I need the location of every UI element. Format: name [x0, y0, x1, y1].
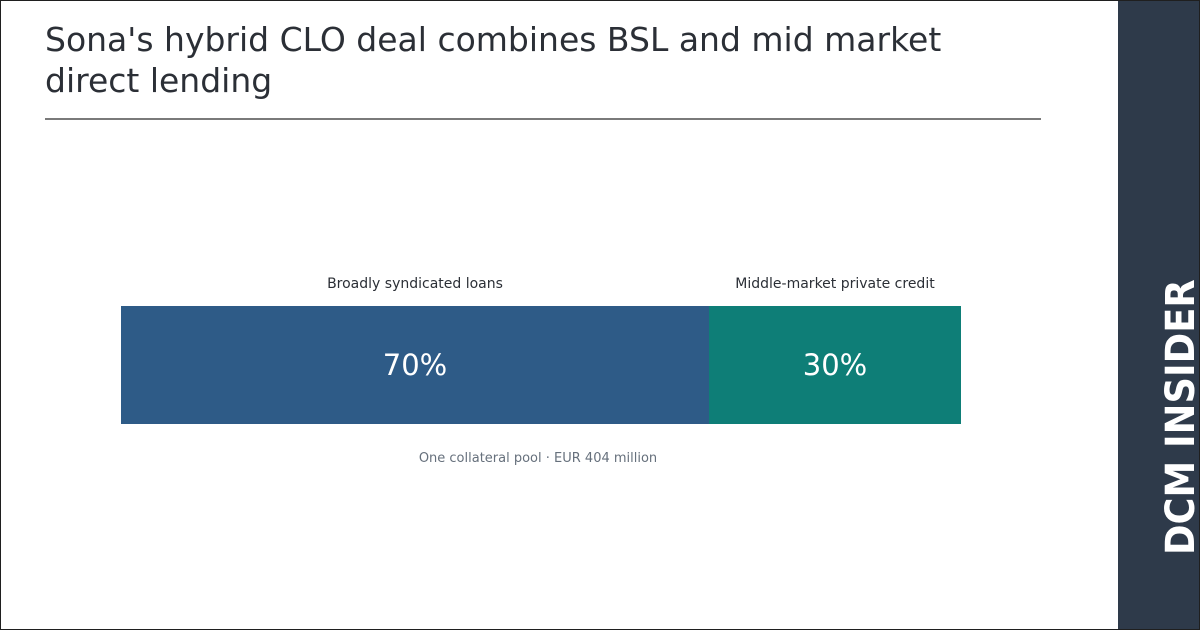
bar-segment-middle-market-private-credit: [709, 306, 961, 424]
segment-category-label: Broadly syndicated loans: [327, 276, 503, 292]
brand-sidebar: DCM INSIDER: [1118, 1, 1200, 629]
stacked-bar-chart: 70% 30% Broadly syndicated loans Middle-ma…: [121, 276, 961, 466]
brand-logo-text: DCM INSIDER: [1158, 279, 1200, 555]
bar-segment-broadly-syndicated-loans: [121, 306, 709, 424]
title-divider: [45, 118, 1041, 120]
chart-caption: One collateral pool · EUR 404 million: [419, 451, 657, 466]
page-title: Sona's hybrid CLO deal combines BSL and …: [45, 20, 942, 100]
segment-category-label: Middle-market private credit: [735, 276, 935, 292]
segment-value-label: 70%: [383, 348, 447, 382]
segment-value-label: 30%: [803, 348, 867, 382]
